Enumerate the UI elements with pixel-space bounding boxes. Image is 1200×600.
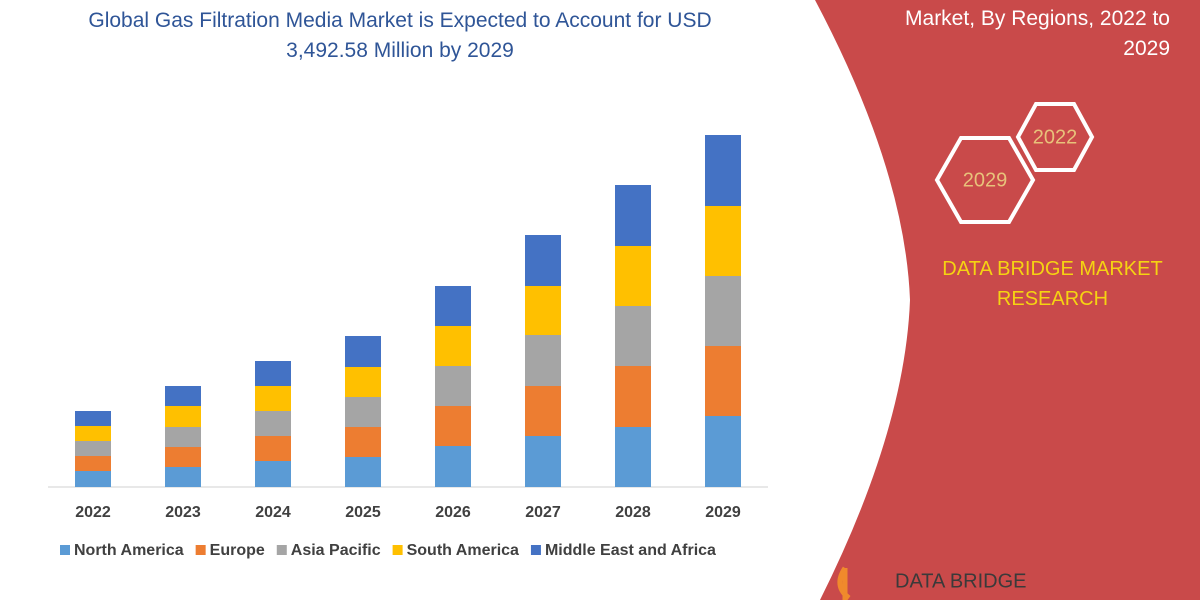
bar-segment <box>705 135 741 206</box>
x-tick-label: 2028 <box>615 504 651 521</box>
x-tick-label: 2024 <box>255 504 291 521</box>
bar-segment <box>615 246 651 306</box>
logo-text: DATA BRIDGE <box>895 570 1027 592</box>
bar-segment <box>165 427 201 447</box>
bar-segment <box>165 406 201 427</box>
bar-segment <box>75 456 111 471</box>
bar-segment <box>705 276 741 346</box>
bar-segment <box>435 326 471 366</box>
legend-swatch <box>60 545 70 555</box>
legend-label: South America <box>407 542 519 559</box>
bar-segment <box>435 446 471 487</box>
legend-swatch <box>530 545 541 555</box>
bar-segment <box>165 467 201 487</box>
x-tick-label: 2022 <box>75 504 111 521</box>
x-tick-label: 2027 <box>525 504 561 521</box>
bar-segment <box>615 427 651 487</box>
brand-text: DATA BRIDGE MARKET RESEARCH <box>942 258 1163 310</box>
bar-segment <box>255 386 291 411</box>
legend-label: Europe <box>210 542 265 559</box>
x-tick-label: 2025 <box>345 504 381 521</box>
red-panel <box>815 0 1200 600</box>
bar-segment <box>75 426 111 441</box>
hexagon-label: 2022 <box>1033 126 1078 148</box>
bar-segment <box>255 411 291 436</box>
bar-segment <box>435 366 471 406</box>
bar-segment <box>705 346 741 416</box>
bar-segment <box>345 336 381 367</box>
bar-segment <box>705 206 741 276</box>
bar-segment <box>345 457 381 487</box>
bar-segment <box>525 286 561 335</box>
bar-segment <box>525 386 561 436</box>
logo-mark <box>837 566 851 600</box>
hexagon <box>1015 102 1095 172</box>
bar-segment <box>345 367 381 397</box>
legend-swatch <box>276 545 287 555</box>
bar-segment <box>525 235 561 286</box>
hexagon-label: 2029 <box>963 169 1008 191</box>
legend-label: Middle East and Africa <box>545 542 716 559</box>
bar-segment <box>435 406 471 446</box>
legend-swatch <box>392 545 403 555</box>
x-tick-label: 2026 <box>435 504 471 521</box>
x-tick-label: 2023 <box>165 504 201 521</box>
bar-segment <box>615 185 651 246</box>
bar-segment <box>525 335 561 386</box>
bar-segment <box>255 361 291 386</box>
bar-segment <box>75 441 111 456</box>
legend-label: North America <box>74 542 184 559</box>
bar-segment <box>435 286 471 326</box>
bar-segment <box>255 436 291 461</box>
bar-segment <box>345 427 381 457</box>
hexagon <box>934 136 1036 224</box>
bar-segment <box>525 436 561 487</box>
bar-segment <box>345 397 381 427</box>
bar-segment <box>165 386 201 406</box>
bar-segment <box>615 366 651 427</box>
bar-segment <box>705 416 741 487</box>
bar-segment <box>255 461 291 487</box>
x-tick-label: 2029 <box>705 504 741 521</box>
chart-title: Global Gas Filtration Media Market is Ex… <box>88 9 712 62</box>
bar-segment <box>75 471 111 487</box>
legend-swatch <box>195 545 206 555</box>
bar-segment <box>75 411 111 426</box>
bar-segment <box>165 447 201 467</box>
legend-label: Asia Pacific <box>291 542 381 559</box>
bar-segment <box>615 306 651 366</box>
panel-heading: Market, By Regions, 2022 to 2029 <box>905 7 1170 60</box>
